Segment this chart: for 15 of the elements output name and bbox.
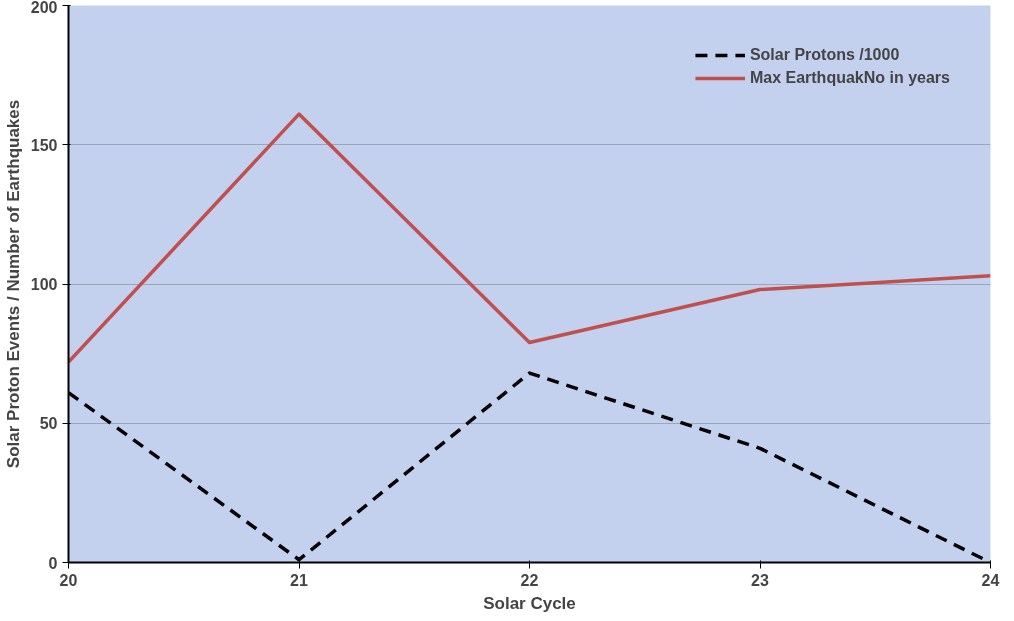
y-tick-label: 200 <box>30 0 58 16</box>
y-tick-label: 100 <box>30 276 58 293</box>
y-tick-label: 50 <box>39 415 58 433</box>
x-tick-label: 23 <box>751 571 769 589</box>
x-tick-label: 24 <box>981 571 1000 589</box>
y-tick-label: 0 <box>48 554 58 572</box>
legend-label: Solar Protons /1000 <box>749 46 900 64</box>
legend-label: Max EarthquakNo in years <box>749 69 950 87</box>
x-tick-label: 22 <box>520 571 539 589</box>
x-tick-label: 21 <box>290 571 308 589</box>
x-tick-label: 20 <box>59 571 78 589</box>
y-axis-title: Solar Proton Events / Number of Earthquakes <box>3 99 23 469</box>
x-axis-title: Solar Cycle <box>483 593 576 613</box>
y-tick-label: 150 <box>30 136 58 154</box>
line-series <box>68 112 991 364</box>
